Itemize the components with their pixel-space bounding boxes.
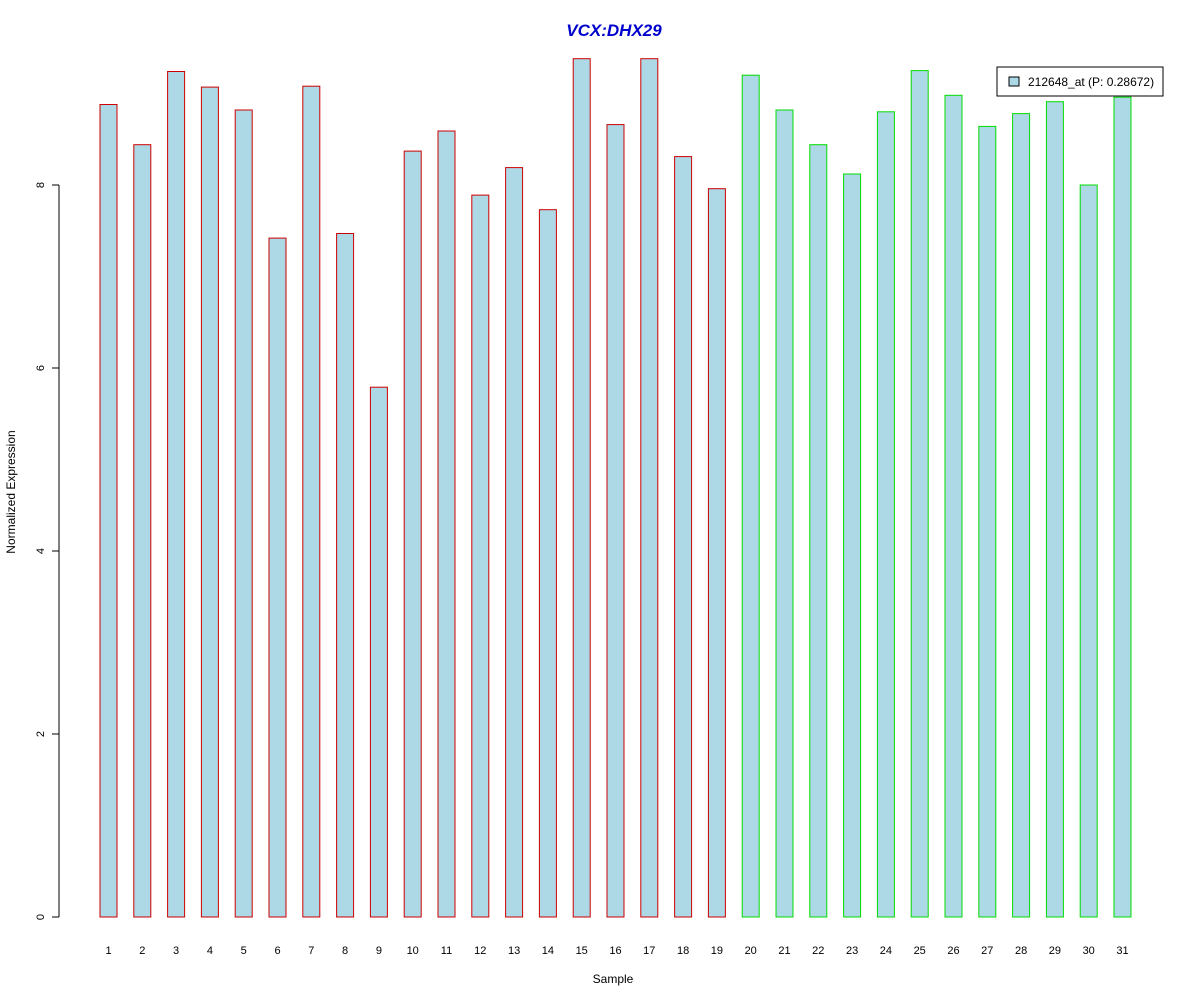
y-tick-label: 2 — [35, 731, 47, 737]
bars-group — [99, 58, 1132, 918]
x-tick-label: 7 — [308, 945, 314, 957]
bar-sample-28 — [1012, 113, 1031, 918]
x-tick-label: 6 — [274, 945, 280, 957]
bar-sample-17 — [640, 58, 659, 918]
bar-sample-31 — [1113, 96, 1132, 918]
bar-sample-24 — [876, 111, 895, 918]
x-tick-label: 26 — [947, 945, 959, 957]
bar-sample-12 — [471, 194, 490, 918]
x-tick-label: 9 — [376, 945, 382, 957]
bar-sample-27 — [978, 125, 997, 918]
x-tick-label: 1 — [105, 945, 111, 957]
x-tick-label: 17 — [643, 945, 655, 957]
x-tick-label: 10 — [407, 945, 419, 957]
bar-sample-13 — [505, 167, 524, 918]
bar-sample-2 — [133, 144, 152, 918]
x-tick-label: 5 — [241, 945, 247, 957]
x-tick-label: 19 — [711, 945, 723, 957]
x-tick-label: 16 — [609, 945, 621, 957]
bar-sample-14 — [538, 209, 557, 918]
x-tick-label: 11 — [441, 945, 452, 957]
legend-box — [996, 66, 1164, 97]
bar-sample-1 — [99, 104, 118, 918]
x-tick-label: 22 — [812, 945, 824, 957]
x-tick-label: 28 — [1015, 945, 1027, 957]
x-tick-label: 24 — [880, 945, 892, 957]
chart-title: VCX:DHX29 — [566, 21, 662, 40]
bar-sample-8 — [336, 233, 355, 918]
bar-sample-22 — [809, 144, 828, 918]
bar-sample-18 — [674, 156, 693, 918]
x-tick-label: 25 — [914, 945, 926, 957]
bar-sample-11 — [437, 130, 456, 918]
x-tick-label: 31 — [1116, 945, 1128, 957]
legend-swatch — [1008, 76, 1020, 87]
x-tick-label: 14 — [542, 945, 554, 957]
x-tick-label: 8 — [342, 945, 348, 957]
x-tick-label: 29 — [1049, 945, 1061, 957]
x-tick-label: 21 — [778, 945, 790, 957]
y-tick-label: 6 — [35, 365, 47, 371]
bar-sample-10 — [403, 150, 422, 918]
x-tick-label: 13 — [508, 945, 520, 957]
bar-sample-21 — [775, 109, 794, 918]
bar-sample-29 — [1045, 101, 1064, 918]
bar-sample-9 — [369, 386, 388, 918]
bar-sample-26 — [944, 94, 963, 918]
x-axis-label: Sample — [593, 972, 634, 986]
bar-sample-5 — [234, 109, 253, 918]
y-axis: 0 2 4 6 8 — [35, 182, 60, 920]
x-tick-label: 4 — [207, 945, 213, 957]
bar-sample-4 — [200, 86, 219, 918]
x-tick-labels: 1 2 3 4 5 6 7 8 9 10 11 12 13 14 15 16 17 18 19 20 21 22 23 24 2… — [105, 945, 1128, 957]
y-tick-label: 4 — [35, 548, 47, 554]
y-axis-label: Normalized Expression — [4, 430, 18, 553]
legend: 212648_at (P: 0.28672) — [996, 66, 1164, 97]
bar-sample-30 — [1079, 184, 1098, 918]
x-tick-label: 23 — [846, 945, 858, 957]
x-tick-label: 15 — [576, 945, 588, 957]
x-tick-label: 30 — [1083, 945, 1095, 957]
bar-sample-7 — [302, 85, 321, 918]
bar-sample-19 — [707, 188, 726, 918]
x-tick-label: 18 — [677, 945, 689, 957]
bar-sample-20 — [741, 74, 760, 918]
bar-sample-3 — [167, 71, 186, 918]
x-tick-label: 2 — [139, 945, 145, 957]
bar-sample-6 — [268, 237, 287, 918]
bar-sample-15 — [572, 58, 591, 918]
bar-sample-16 — [606, 124, 625, 918]
x-tick-label: 27 — [981, 945, 993, 957]
bar-sample-23 — [843, 173, 862, 918]
y-tick-label: 8 — [35, 182, 47, 188]
x-tick-label: 20 — [745, 945, 757, 957]
y-tick-label: 0 — [35, 914, 47, 920]
bar-sample-25 — [910, 70, 929, 918]
x-tick-label: 12 — [474, 945, 486, 957]
x-tick-label: 3 — [173, 945, 179, 957]
legend-entry: 212648_at (P: 0.28672) — [1028, 75, 1154, 89]
